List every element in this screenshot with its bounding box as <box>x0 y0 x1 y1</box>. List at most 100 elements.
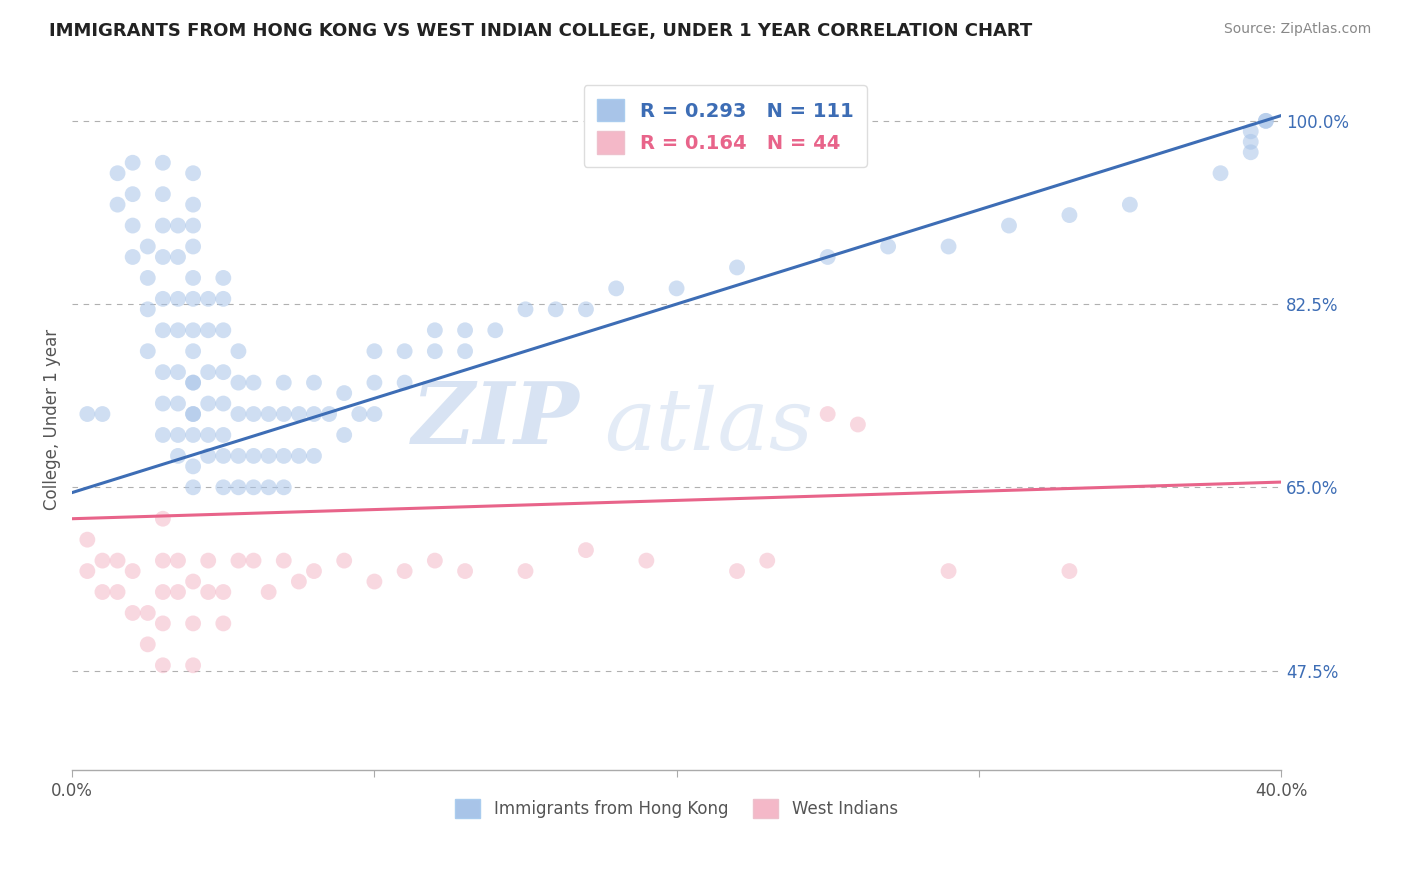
Point <box>76 407 98 421</box>
Point <box>302 407 325 421</box>
Text: ZIP: ZIP <box>412 377 579 461</box>
Point <box>817 250 839 264</box>
Point <box>1240 145 1263 160</box>
Point <box>1059 564 1081 578</box>
Point <box>167 585 190 599</box>
Point <box>394 564 416 578</box>
Point <box>91 553 114 567</box>
Point <box>273 407 295 421</box>
Point <box>107 197 129 211</box>
Point <box>181 658 204 673</box>
Point <box>152 512 174 526</box>
Point <box>181 616 204 631</box>
Point <box>242 376 264 390</box>
Point <box>152 585 174 599</box>
Point <box>846 417 869 432</box>
Point <box>181 292 204 306</box>
Point <box>363 407 385 421</box>
Point <box>167 292 190 306</box>
Point <box>665 281 688 295</box>
Point <box>228 553 250 567</box>
Point <box>394 344 416 359</box>
Point <box>197 585 219 599</box>
Point <box>167 396 190 410</box>
Point <box>107 553 129 567</box>
Point <box>212 365 235 379</box>
Point <box>136 239 159 253</box>
Point <box>181 219 204 233</box>
Point <box>152 155 174 169</box>
Point <box>1209 166 1232 180</box>
Point <box>318 407 340 421</box>
Point <box>302 449 325 463</box>
Point <box>288 449 311 463</box>
Point <box>273 480 295 494</box>
Y-axis label: College, Under 1 year: College, Under 1 year <box>44 328 60 510</box>
Point <box>288 407 311 421</box>
Point <box>938 564 960 578</box>
Point <box>423 553 446 567</box>
Point <box>181 376 204 390</box>
Point <box>107 166 129 180</box>
Point <box>333 386 356 401</box>
Point <box>605 281 627 295</box>
Point <box>725 260 748 275</box>
Point <box>817 407 839 421</box>
Point <box>257 449 280 463</box>
Point <box>1240 135 1263 149</box>
Point <box>136 302 159 317</box>
Point <box>152 219 174 233</box>
Point <box>363 344 385 359</box>
Point <box>212 323 235 337</box>
Point <box>273 449 295 463</box>
Point <box>636 553 658 567</box>
Point <box>181 323 204 337</box>
Point <box>228 449 250 463</box>
Point <box>152 250 174 264</box>
Point <box>257 407 280 421</box>
Point <box>181 574 204 589</box>
Point <box>273 553 295 567</box>
Point <box>515 564 537 578</box>
Point <box>152 428 174 442</box>
Point <box>152 323 174 337</box>
Text: atlas: atlas <box>605 385 813 467</box>
Point <box>1254 114 1277 128</box>
Point <box>575 543 598 558</box>
Point <box>484 323 506 337</box>
Point <box>181 344 204 359</box>
Point <box>1119 197 1142 211</box>
Point <box>136 344 159 359</box>
Point <box>91 585 114 599</box>
Point <box>302 564 325 578</box>
Point <box>197 449 219 463</box>
Point <box>181 480 204 494</box>
Point <box>212 292 235 306</box>
Point <box>725 564 748 578</box>
Point <box>273 376 295 390</box>
Point <box>363 574 385 589</box>
Point <box>242 480 264 494</box>
Point <box>197 396 219 410</box>
Point <box>121 155 143 169</box>
Point <box>333 428 356 442</box>
Point <box>544 302 567 317</box>
Point <box>197 365 219 379</box>
Point <box>181 407 204 421</box>
Point <box>877 239 900 253</box>
Point <box>167 449 190 463</box>
Point <box>197 553 219 567</box>
Point <box>212 396 235 410</box>
Point <box>257 585 280 599</box>
Point <box>242 407 264 421</box>
Point <box>181 271 204 285</box>
Point <box>242 449 264 463</box>
Point <box>454 564 477 578</box>
Point <box>181 197 204 211</box>
Point <box>228 376 250 390</box>
Legend: Immigrants from Hong Kong, West Indians: Immigrants from Hong Kong, West Indians <box>449 792 904 825</box>
Point <box>152 616 174 631</box>
Point <box>167 250 190 264</box>
Point <box>136 637 159 651</box>
Point <box>152 553 174 567</box>
